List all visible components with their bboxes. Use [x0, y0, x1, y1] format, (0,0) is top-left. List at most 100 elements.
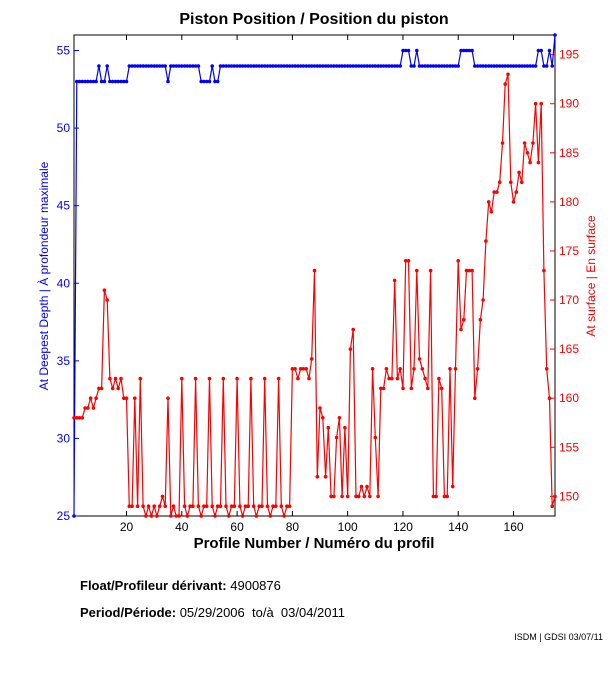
deepest-depth-data-point: [157, 64, 162, 68]
deepest-depth-data-point: [434, 64, 438, 68]
deepest-depth-data-point: [127, 64, 132, 68]
deepest-depth-data-point: [227, 64, 231, 68]
deepest-depth-data-point: [141, 64, 145, 68]
deepest-depth-data-point: [298, 64, 303, 68]
surface-data-point: [196, 504, 201, 509]
deepest-depth-data-point: [188, 64, 192, 68]
surface-data-point: [113, 376, 118, 381]
surface-data-point: [486, 200, 491, 204]
surface-data-point: [359, 484, 364, 489]
deepest-depth-data-point: [506, 64, 510, 68]
deepest-depth-data-point: [196, 64, 201, 68]
surface-data-point: [553, 494, 557, 499]
deepest-depth-data-point: [91, 79, 96, 84]
period-info: Period/Période: 05/29/2006 to/à 03/04/20…: [80, 605, 345, 620]
surface-data-point: [135, 504, 140, 509]
surface-data-point: [97, 386, 101, 391]
surface-data-point: [99, 386, 104, 391]
left-y-tick-label: 45: [57, 199, 71, 213]
deepest-depth-data-point: [370, 64, 375, 68]
deepest-depth-data-point: [431, 64, 436, 68]
surface-data-point: [398, 367, 403, 371]
deepest-depth-data-point: [470, 48, 474, 53]
surface-data-point: [520, 180, 524, 184]
deepest-depth-data-point: [210, 64, 214, 68]
left-y-axis-label: At Deepest Depth | À profondeur maximale: [36, 161, 51, 390]
right-y-tick-label: 160: [559, 391, 579, 405]
deepest-depth-data-point: [486, 64, 491, 68]
surface-data-point: [116, 386, 120, 391]
surface-data-point: [257, 504, 262, 509]
deepest-depth-data-point: [500, 64, 505, 68]
surface-data-point: [80, 416, 85, 420]
deepest-depth-data-point: [459, 48, 463, 53]
surface-data-point: [177, 514, 181, 518]
surface-data-point: [191, 504, 195, 509]
deepest-depth-data-point: [102, 79, 107, 84]
surface-data-point: [243, 504, 248, 509]
surface-data-point: [533, 101, 538, 106]
surface-data-point: [296, 376, 300, 381]
deepest-depth-data-point: [417, 64, 422, 68]
deepest-depth-data-point: [166, 79, 170, 84]
surface-data-point: [77, 416, 82, 420]
surface-data-point: [274, 504, 278, 509]
deepest-depth-data-point: [174, 64, 179, 68]
surface-data-point: [481, 298, 485, 302]
surface-data-point: [298, 367, 303, 371]
deepest-depth-data-point: [428, 64, 433, 68]
surface-data-point: [276, 376, 281, 381]
deepest-depth-data-point: [345, 64, 350, 68]
right-y-tick-label: 185: [559, 146, 579, 160]
deepest-depth-data-point: [495, 64, 499, 68]
surface-data-point: [265, 504, 270, 509]
deepest-depth-data-point: [138, 64, 143, 68]
surface-data-point: [160, 494, 165, 499]
x-tick-label: 20: [120, 520, 134, 534]
deepest-depth-data-point: [285, 64, 289, 68]
deepest-depth-data-point: [536, 48, 541, 53]
deepest-depth-data-point: [75, 79, 79, 84]
surface-data-point: [94, 396, 98, 401]
deepest-depth-data-point: [354, 64, 358, 68]
right-y-tick-label: 150: [559, 489, 579, 503]
surface-data-point: [157, 504, 162, 509]
deepest-depth-data-point: [368, 64, 372, 68]
surface-data-point: [511, 200, 516, 204]
surface-data-point: [489, 209, 494, 214]
surface-data-point: [550, 504, 554, 509]
right-y-tick-label: 190: [559, 97, 579, 111]
surface-data-point: [293, 367, 297, 371]
deepest-depth-data-point: [149, 64, 154, 68]
surface-data-point: [459, 327, 463, 332]
deepest-depth-data-point: [464, 48, 469, 53]
deepest-depth-data-point: [135, 64, 140, 68]
deepest-depth-data-point: [473, 64, 477, 68]
surface-data-point: [439, 386, 444, 391]
deepest-depth-data-point: [403, 48, 408, 53]
deepest-depth-data-point: [160, 64, 165, 68]
deepest-depth-data-point: [340, 64, 344, 68]
surface-data-point: [246, 504, 250, 509]
deepest-depth-data-point: [409, 64, 414, 68]
right-y-tick-label: 180: [559, 195, 579, 209]
surface-data-point: [547, 396, 552, 401]
deepest-depth-data-point: [309, 64, 314, 68]
x-tick-label: 120: [393, 520, 413, 534]
surface-data-point: [240, 514, 245, 518]
x-tick-label: 140: [448, 520, 468, 534]
deepest-depth-data-point: [509, 64, 513, 68]
surface-data-point: [127, 504, 132, 509]
surface-data-point: [224, 504, 228, 509]
deepest-depth-data-point: [110, 79, 115, 84]
deepest-depth-data-point: [155, 64, 159, 68]
deepest-depth-data-point: [315, 64, 320, 68]
surface-data-point: [304, 367, 309, 371]
right-y-axis-label: At surface | En surface: [584, 215, 598, 336]
deepest-depth-data-point: [260, 64, 264, 68]
surface-data-point: [235, 376, 239, 381]
deepest-depth-data-point: [238, 64, 242, 68]
surface-data-point: [356, 494, 361, 499]
deepest-depth-data-point: [204, 79, 209, 84]
deepest-depth-data-point: [108, 79, 112, 84]
